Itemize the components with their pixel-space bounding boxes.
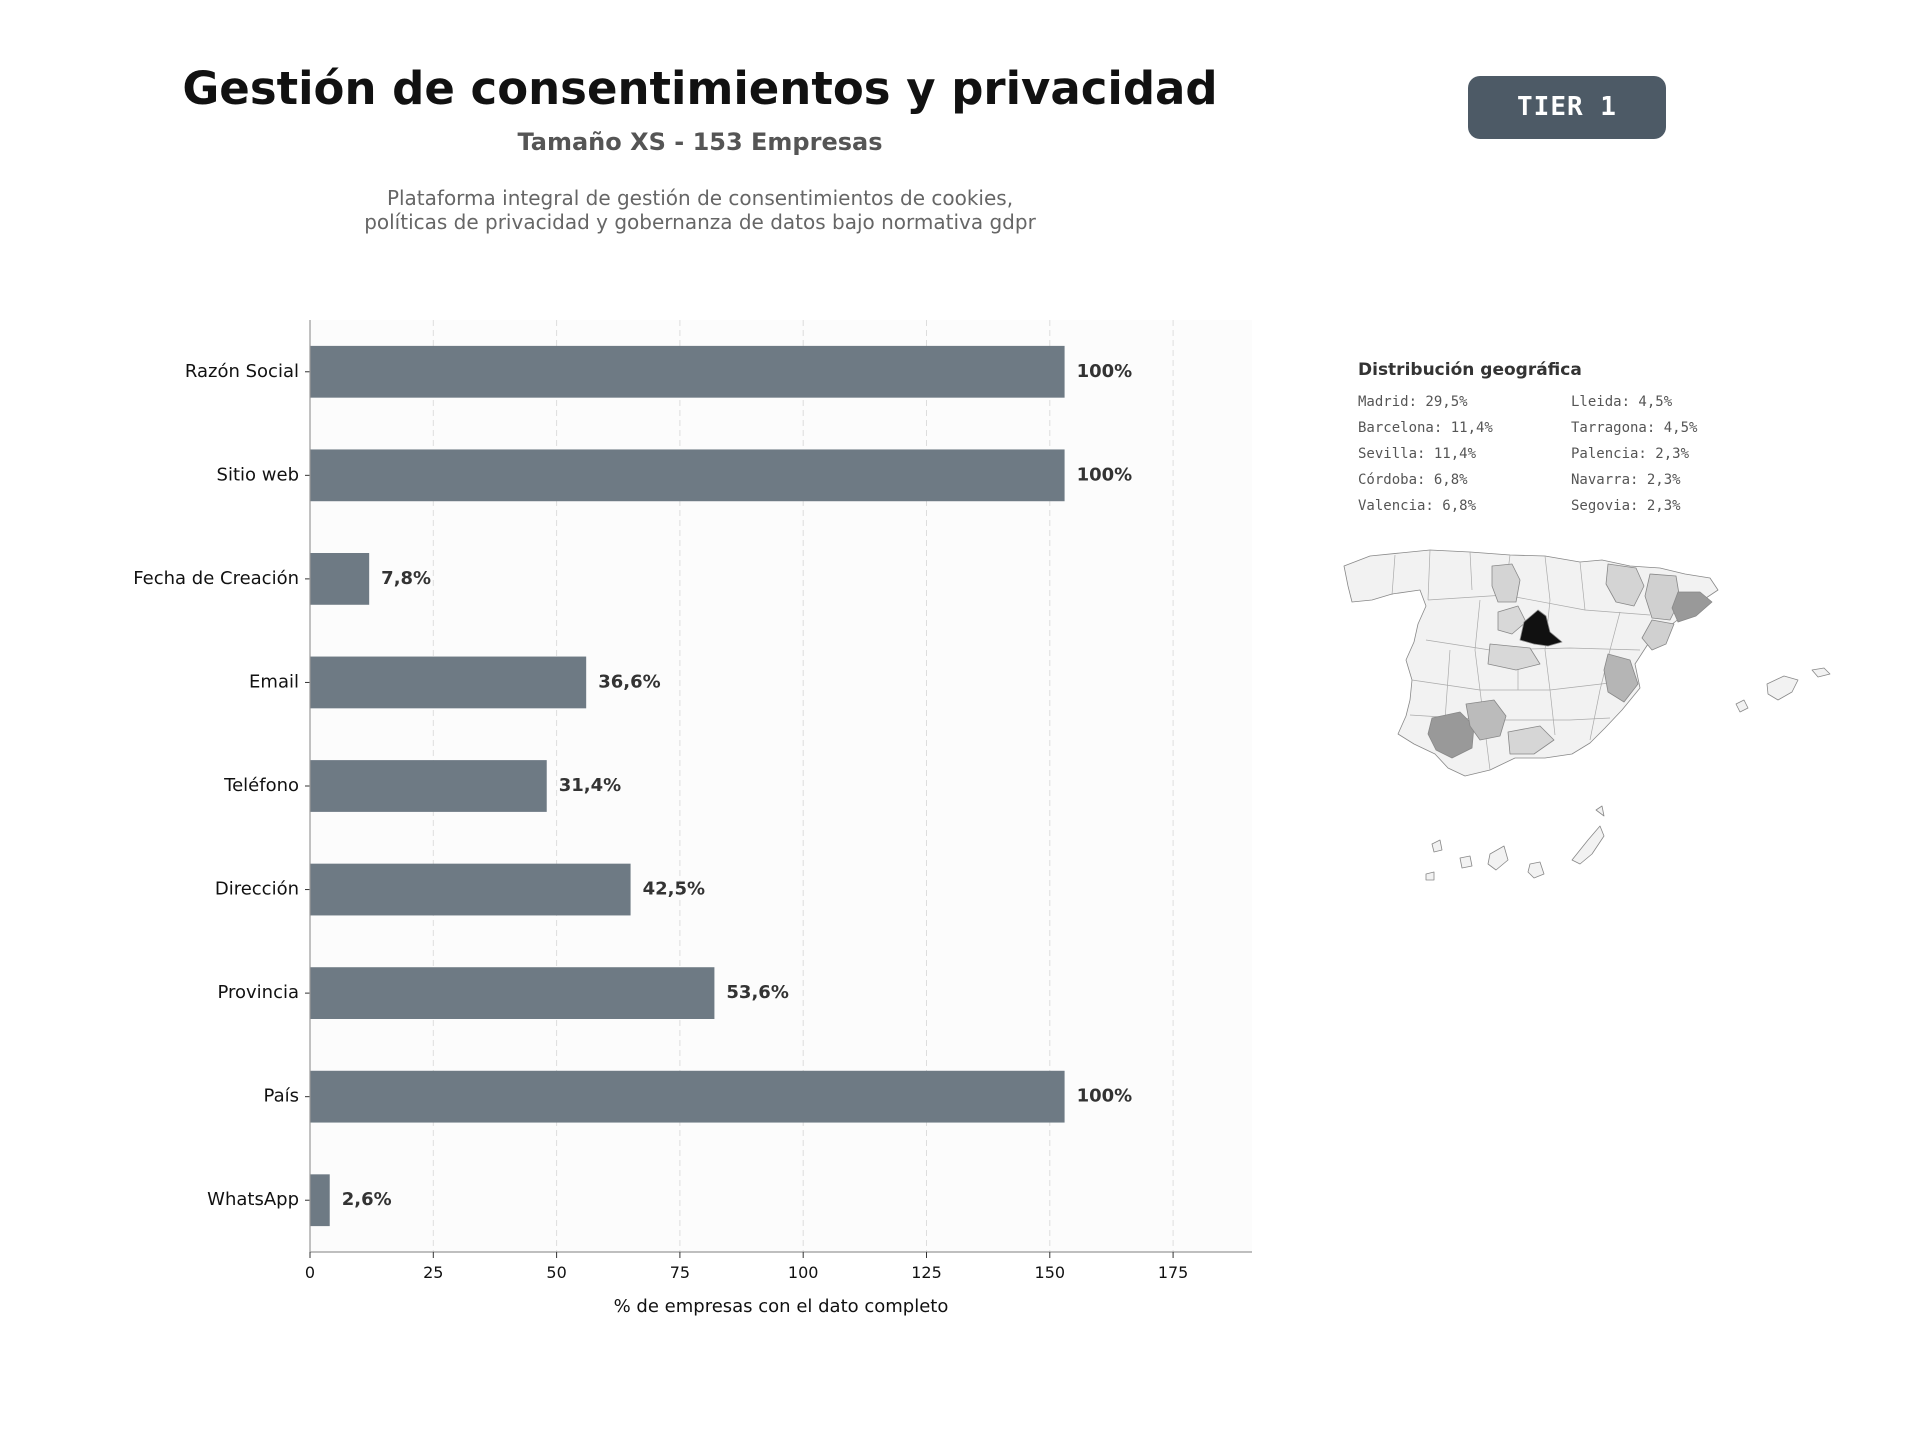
geo-item-madrid: Madrid: 29,5% [1358, 394, 1468, 410]
geo-item-navarra: Navarra: 2,3% [1571, 472, 1681, 488]
description-line-1: Plataforma integral de gestión de consen… [386, 186, 1014, 210]
bar-5 [310, 863, 631, 916]
category-label-8: WhatsApp [207, 1189, 299, 1210]
map-canary-2 [1459, 855, 1473, 869]
map-region-sevilla [1427, 711, 1475, 759]
category-label-0: Razón Social [185, 361, 299, 382]
bar-2 [310, 553, 370, 605]
map-balearic-ibiza [1735, 699, 1749, 713]
data-label-3: 36,6% [598, 671, 660, 692]
category-label-3: Email [249, 671, 299, 692]
map-region-navarra [1605, 563, 1645, 607]
page-title: Gestión de consentimientos y privacidad [182, 62, 1218, 115]
category-label-7: País [264, 1086, 299, 1107]
map-region-tarragona [1641, 619, 1675, 651]
x-tick-label-2: 50 [546, 1263, 566, 1282]
x-tick-label-5: 125 [911, 1263, 942, 1282]
map-region-madrid [1519, 609, 1563, 647]
description-line-2: políticas de privacidad y gobernanza de … [364, 210, 1036, 234]
data-label-2: 7,8% [381, 568, 431, 589]
map-balearic-menorca [1811, 667, 1831, 678]
x-tick-label-4: 100 [788, 1263, 819, 1282]
map-canary-3 [1487, 845, 1509, 871]
geo-item-valencia: Valencia: 6,8% [1358, 498, 1477, 514]
geo-item-cordoba: Córdoba: 6,8% [1358, 472, 1468, 488]
x-tick-label-3: 75 [670, 1263, 690, 1282]
geo-list: Madrid: 29,5% Lleida: 4,5% Barcelona: 11… [1358, 392, 1758, 516]
map-region-toledo [1487, 643, 1541, 671]
page-description: Plataforma integral de gestión de consen… [0, 186, 1400, 234]
geo-item-sevilla: Sevilla: 11,4% [1358, 446, 1477, 462]
bar-8 [310, 1174, 330, 1227]
map-canary-1 [1431, 839, 1443, 853]
x-tick-label-6: 150 [1035, 1263, 1066, 1282]
category-label-1: Sitio web [217, 464, 299, 485]
bar-7 [310, 1070, 1065, 1123]
data-label-7: 100% [1077, 1086, 1133, 1107]
geo-item-barcelona: Barcelona: 11,4% [1358, 420, 1493, 436]
x-axis-label: % de empresas con el dato completo [614, 1296, 949, 1317]
x-tick-label-1: 25 [423, 1263, 443, 1282]
bar-1 [310, 449, 1065, 502]
bar-chart: Razón Social 100% Sitio web 100% Fecha de Cr… [133, 320, 1252, 1317]
map-region-segovia [1497, 605, 1527, 635]
map-canary-5 [1571, 825, 1605, 865]
geo-title: Distribución geográfica [1358, 360, 1582, 380]
data-label-8: 2,6% [342, 1189, 392, 1210]
map-region-palencia [1491, 563, 1521, 603]
data-label-5: 42,5% [643, 879, 705, 900]
map-canary-4 [1527, 861, 1545, 879]
map-region-granada [1507, 725, 1555, 755]
category-label-5: Dirección [215, 879, 299, 900]
bar-4 [310, 760, 547, 812]
category-label-4: Teléfono [223, 775, 299, 796]
map-region-cordoba [1465, 699, 1507, 741]
spain-choropleth-map [1343, 549, 1831, 881]
geo-item-tarragona: Tarragona: 4,5% [1571, 420, 1698, 436]
page-subtitle: Tamaño XS - 153 Empresas [517, 128, 883, 156]
data-label-6: 53,6% [726, 982, 788, 1003]
map-canary-7 [1425, 871, 1435, 881]
data-label-4: 31,4% [559, 775, 621, 796]
geo-item-lleida: Lleida: 4,5% [1571, 394, 1673, 410]
map-region-barcelona [1671, 591, 1713, 623]
map-canary-6 [1595, 805, 1605, 817]
x-tick-label-7: 175 [1158, 1263, 1189, 1282]
category-label-2: Fecha de Creación [133, 568, 299, 589]
geo-item-palencia: Palencia: 2,3% [1571, 446, 1690, 462]
tier-badge: TIER 1 [1468, 76, 1666, 139]
bar-3 [310, 656, 587, 709]
x-tick-label-0: 0 [305, 1263, 315, 1282]
bar-0 [310, 345, 1065, 398]
map-region-lleida [1644, 573, 1681, 621]
map-balearic-mallorca [1766, 675, 1799, 701]
category-label-6: Provincia [217, 982, 299, 1003]
bar-6 [310, 967, 715, 1019]
geo-panel: Distribución geográfica Madrid: 29,5% Ll… [1358, 360, 1758, 516]
geo-item-segovia: Segovia: 2,3% [1571, 498, 1681, 514]
map-region-valencia [1603, 653, 1639, 703]
data-label-0: 100% [1077, 361, 1133, 382]
data-label-1: 100% [1077, 464, 1133, 485]
